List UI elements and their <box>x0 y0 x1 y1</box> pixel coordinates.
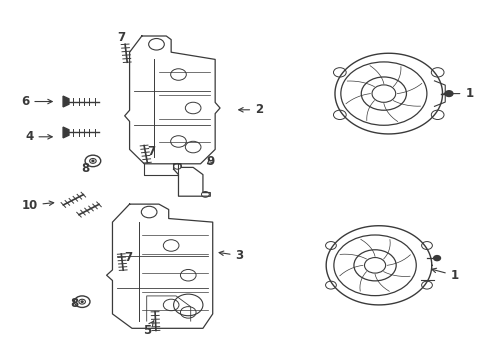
Text: 1: 1 <box>443 87 472 100</box>
Text: 3: 3 <box>219 249 243 262</box>
Text: 5: 5 <box>142 321 153 337</box>
Text: 1: 1 <box>431 268 458 282</box>
Polygon shape <box>63 96 69 107</box>
Text: 8: 8 <box>81 162 89 175</box>
Polygon shape <box>63 127 69 138</box>
Text: 8: 8 <box>70 297 78 310</box>
Circle shape <box>433 256 440 261</box>
Text: 4: 4 <box>25 130 52 143</box>
Circle shape <box>81 301 83 302</box>
Text: 9: 9 <box>206 155 214 168</box>
Circle shape <box>92 160 94 162</box>
Text: 2: 2 <box>238 103 263 116</box>
Text: 10: 10 <box>21 199 54 212</box>
Text: 7: 7 <box>147 145 155 158</box>
Text: 7: 7 <box>117 31 125 44</box>
Text: 7: 7 <box>124 251 132 264</box>
Text: 6: 6 <box>21 95 52 108</box>
Circle shape <box>444 91 452 96</box>
